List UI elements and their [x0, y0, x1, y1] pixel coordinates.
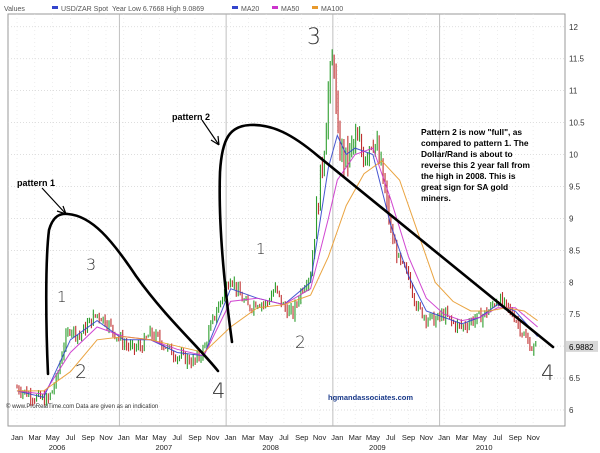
pattern-2-arrow — [201, 119, 220, 146]
x-tick-label: Nov — [313, 433, 327, 442]
wave-1a: 1 — [57, 288, 67, 306]
wave-1b: 1 — [256, 240, 266, 258]
y-tick-label: 8.5 — [569, 246, 581, 255]
last-price-marker: 6.9882 — [566, 340, 598, 352]
plot-frame — [7, 13, 566, 427]
y-tick-label: 11 — [569, 87, 578, 96]
x-tick-label: Mar — [28, 433, 41, 442]
website-label: hgmandassociates.com — [328, 393, 413, 402]
pattern-1-label: pattern 1 — [17, 178, 55, 188]
x-tick-label: Sep — [188, 433, 201, 442]
ma100-swatch — [312, 6, 318, 9]
x-tick-label: Nov — [99, 433, 113, 442]
legend: Values USD/ZAR Spot Year Low 6.7668 High… — [4, 6, 343, 13]
year-label: 2006 — [49, 443, 66, 452]
y-tick-label: 9.5 — [569, 182, 581, 191]
y-tick-label: 11.5 — [569, 55, 585, 64]
x-tick-label: Sep — [82, 433, 95, 442]
year-label: 2008 — [262, 443, 279, 452]
ma-line-ma20 — [16, 133, 538, 398]
last-price-value: 6.9882 — [569, 343, 594, 352]
x-tick-label: Jul — [493, 433, 503, 442]
wave-4b: 4 — [541, 361, 554, 385]
note-line-5: the high in 2008. This is — [421, 171, 516, 181]
wave-2b: 2 — [295, 333, 306, 353]
values-label: Values — [4, 6, 25, 13]
y-tick-label: 6 — [569, 406, 574, 415]
wave-labels: 1 2 3 4 1 2 3 4 — [57, 25, 554, 403]
x-tick-label: Jul — [279, 433, 289, 442]
y-tick-label: 8 — [569, 278, 574, 287]
x-tick-label: May — [46, 433, 60, 442]
x-tick-label: Nov — [526, 433, 540, 442]
y-tick-label: 7.5 — [569, 310, 581, 319]
moving-average-lines — [16, 133, 538, 398]
x-tick-label: May — [473, 433, 487, 442]
x-tick-label: Mar — [242, 433, 255, 442]
data-credit: © www.ProRealTime.com Data are given as … — [6, 403, 158, 410]
ma-line-ma100 — [17, 160, 538, 392]
x-tick-label: May — [259, 433, 273, 442]
note-line-2: compared to pattern 1. The — [421, 138, 529, 148]
x-tick-label: Jan — [11, 433, 23, 442]
year-label: 2007 — [155, 443, 172, 452]
year-label: 2010 — [476, 443, 493, 452]
y-tick-label: 12 — [569, 23, 578, 32]
x-tick-label: Mar — [455, 433, 468, 442]
x-tick-label: Sep — [402, 433, 415, 442]
year-low-high: Year Low 6.7668 High 9.0869 — [112, 6, 204, 13]
x-tick-label: Mar — [349, 433, 362, 442]
last-price-box — [566, 340, 598, 352]
y-tick-label: 10.5 — [569, 119, 585, 128]
pattern-2-curve — [218, 123, 555, 349]
wave-4a: 4 — [212, 379, 225, 403]
note-line-7: miners. — [421, 193, 451, 203]
series-label: USD/ZAR Spot — [61, 6, 108, 13]
ma50-swatch — [272, 6, 278, 9]
y-tick-label: 6.5 — [569, 374, 581, 383]
wave-3b: 3 — [307, 25, 321, 50]
x-tick-label: Jul — [172, 433, 182, 442]
year-label: 2009 — [369, 443, 386, 452]
wave-2a: 2 — [75, 361, 87, 383]
grid — [8, 14, 565, 426]
pattern-1-curve — [44, 212, 220, 376]
x-axis: Jan Mar May Jul Sep Nov Jan Mar May Jul Sep Nov Jan M… — [11, 433, 540, 442]
x-tick-label: Jan — [225, 433, 237, 442]
x-tick-label: Jul — [66, 433, 76, 442]
year-separators — [118, 14, 441, 426]
x-tick-label: Sep — [509, 433, 522, 442]
note-line-3: Dollar/Rand is about to — [421, 149, 513, 159]
x-tick-label: Sep — [295, 433, 308, 442]
x-tick-label: Jan — [118, 433, 130, 442]
note-line-4: reverse this 2 year fall from — [421, 160, 530, 170]
wave-3a: 3 — [86, 255, 96, 274]
year-labels: 2006 2007 2008 2009 2010 — [49, 443, 493, 452]
x-tick-label: May — [152, 433, 166, 442]
x-tick-label: Nov — [206, 433, 220, 442]
pattern-1-arrow — [41, 187, 67, 215]
x-tick-label: Nov — [420, 433, 434, 442]
x-tick-label: Jan — [438, 433, 450, 442]
pattern-curves — [44, 123, 555, 376]
ma50-legend: MA50 — [281, 6, 299, 13]
ma100-legend: MA100 — [321, 6, 343, 13]
ma20-legend: MA20 — [241, 6, 259, 13]
annotation-note: Pattern 2 is now "full", as compared to … — [421, 127, 530, 203]
x-tick-label: Jul — [386, 433, 396, 442]
pattern-2-label: pattern 2 — [172, 112, 210, 122]
x-tick-label: Mar — [135, 433, 148, 442]
y-tick-label: 9 — [569, 214, 574, 223]
note-line-1: Pattern 2 is now "full", as — [421, 127, 522, 137]
x-tick-label: May — [366, 433, 380, 442]
series-swatch — [52, 6, 58, 9]
y-tick-label: 10 — [569, 151, 578, 160]
pattern-arrows — [41, 119, 220, 215]
ma20-swatch — [232, 6, 238, 9]
note-line-6: great sign for SA gold — [421, 182, 508, 192]
x-tick-label: Jan — [331, 433, 343, 442]
